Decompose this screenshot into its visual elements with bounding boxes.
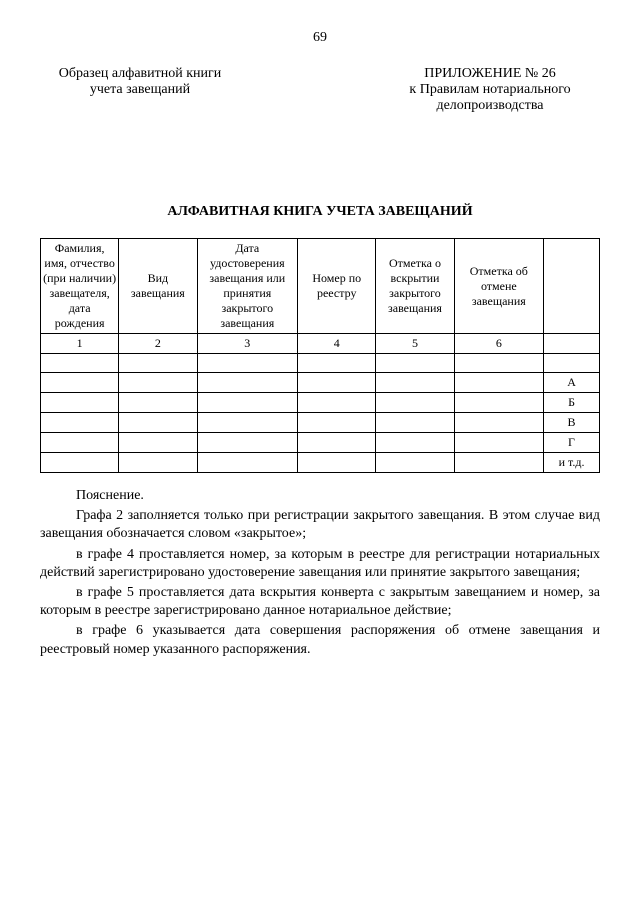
cell bbox=[41, 373, 119, 393]
cell bbox=[298, 433, 376, 453]
cell bbox=[41, 453, 119, 473]
explain-p1: Графа 2 заполняется только при регистрац… bbox=[40, 507, 600, 543]
explain-title: Пояснение. bbox=[40, 487, 600, 505]
header-right: ПРИЛОЖЕНИЕ № 26 к Правилам нотариального… bbox=[380, 66, 600, 114]
explanation-block: Пояснение. Графа 2 заполняется только пр… bbox=[40, 487, 600, 659]
header-left-line-1: Образец алфавитной книги bbox=[40, 66, 240, 82]
table-number-row: 1 2 3 4 5 6 bbox=[41, 334, 600, 354]
col-header-3: Дата удостоверения завещания или приняти… bbox=[197, 239, 298, 334]
cell bbox=[119, 413, 197, 433]
letter-cell: В bbox=[544, 413, 600, 433]
cell bbox=[197, 453, 298, 473]
cell bbox=[454, 413, 543, 433]
cell bbox=[454, 453, 543, 473]
col-num-6: 6 bbox=[454, 334, 543, 354]
page: 69 Образец алфавитной книги учета завеща… bbox=[0, 0, 640, 691]
cell bbox=[376, 413, 454, 433]
cell bbox=[454, 393, 543, 413]
table-row: В bbox=[41, 413, 600, 433]
header-right-line-2: к Правилам нотариального bbox=[380, 82, 600, 98]
registry-table: Фамилия, имя, отчество (при наличии) зав… bbox=[40, 238, 600, 473]
cell bbox=[119, 433, 197, 453]
cell bbox=[376, 393, 454, 413]
col-header-2: Вид завещания bbox=[119, 239, 197, 334]
cell bbox=[454, 354, 543, 373]
cell bbox=[119, 393, 197, 413]
col-num-7 bbox=[544, 334, 600, 354]
cell bbox=[41, 433, 119, 453]
page-number: 69 bbox=[40, 30, 600, 46]
cell bbox=[376, 373, 454, 393]
cell bbox=[454, 373, 543, 393]
cell bbox=[376, 354, 454, 373]
cell bbox=[197, 433, 298, 453]
header-left-line-2: учета завещаний bbox=[40, 82, 240, 98]
table-row: Г bbox=[41, 433, 600, 453]
cell bbox=[298, 373, 376, 393]
cell bbox=[454, 433, 543, 453]
cell bbox=[197, 354, 298, 373]
table-header-row: Фамилия, имя, отчество (при наличии) зав… bbox=[41, 239, 600, 334]
cell bbox=[119, 373, 197, 393]
letter-cell: и т.д. bbox=[544, 453, 600, 473]
cell bbox=[119, 354, 197, 373]
table-row bbox=[41, 354, 600, 373]
col-num-4: 4 bbox=[298, 334, 376, 354]
col-num-1: 1 bbox=[41, 334, 119, 354]
cell bbox=[544, 354, 600, 373]
col-header-5: Отметка о вскрытии закрытого завещания bbox=[376, 239, 454, 334]
explain-p2: в графе 4 проставляется номер, за которы… bbox=[40, 546, 600, 582]
cell bbox=[298, 393, 376, 413]
col-num-5: 5 bbox=[376, 334, 454, 354]
cell bbox=[197, 413, 298, 433]
cell bbox=[298, 453, 376, 473]
header-left: Образец алфавитной книги учета завещаний bbox=[40, 66, 240, 98]
table-row: Б bbox=[41, 393, 600, 413]
explain-p4: в графе 6 указывается дата совершения ра… bbox=[40, 622, 600, 658]
letter-cell: Б bbox=[544, 393, 600, 413]
document-title: АЛФАВИТНАЯ КНИГА УЧЕТА ЗАВЕЩАНИЙ bbox=[40, 204, 600, 220]
letter-cell: Г bbox=[544, 433, 600, 453]
letter-cell: А bbox=[544, 373, 600, 393]
cell bbox=[197, 373, 298, 393]
cell bbox=[197, 393, 298, 413]
cell bbox=[41, 354, 119, 373]
cell bbox=[376, 453, 454, 473]
cell bbox=[119, 453, 197, 473]
col-header-7 bbox=[544, 239, 600, 334]
col-num-2: 2 bbox=[119, 334, 197, 354]
header-right-line-3: делопроизводства bbox=[380, 98, 600, 114]
header-right-line-1: ПРИЛОЖЕНИЕ № 26 bbox=[380, 66, 600, 82]
cell bbox=[298, 413, 376, 433]
table-row: А bbox=[41, 373, 600, 393]
explain-p3: в графе 5 проставляется дата вскрытия ко… bbox=[40, 584, 600, 620]
cell bbox=[298, 354, 376, 373]
cell bbox=[41, 413, 119, 433]
table-row: и т.д. bbox=[41, 453, 600, 473]
cell bbox=[41, 393, 119, 413]
col-num-3: 3 bbox=[197, 334, 298, 354]
cell bbox=[376, 433, 454, 453]
header-row: Образец алфавитной книги учета завещаний… bbox=[40, 66, 600, 114]
col-header-6: Отметка об отмене завещания bbox=[454, 239, 543, 334]
col-header-4: Номер по реестру bbox=[298, 239, 376, 334]
col-header-1: Фамилия, имя, отчество (при наличии) зав… bbox=[41, 239, 119, 334]
